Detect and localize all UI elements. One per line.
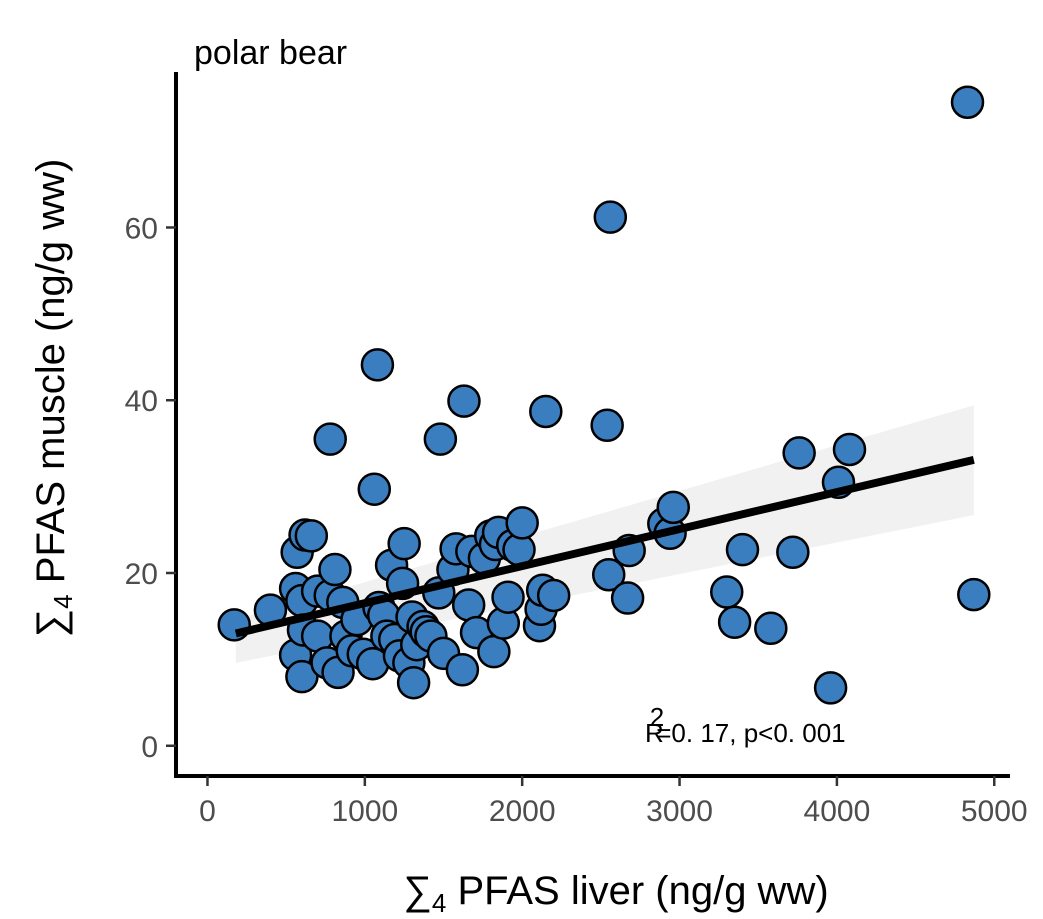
data-point	[591, 557, 626, 592]
y-axis-title-subscript: 4	[48, 594, 78, 608]
regression-line	[234, 455, 975, 638]
data-point	[505, 506, 539, 540]
y-tick-label: 60	[125, 212, 158, 245]
data-point	[950, 85, 985, 119]
fit-statistics-annotation: R2 =0. 17, p<0. 001	[645, 702, 846, 748]
plot-panel	[217, 85, 991, 705]
y-axis-title: ∑4 PFAS muscle (ng/g ww)	[29, 159, 78, 638]
y-tick-label: 20	[125, 558, 158, 591]
chart-title: polar bear	[194, 34, 347, 72]
x-tick-label: 5000	[961, 795, 1028, 828]
r-squared-symbol: R	[645, 718, 664, 748]
data-point	[725, 532, 760, 567]
data-point	[717, 605, 752, 639]
data-point	[318, 552, 352, 587]
data-point	[776, 535, 810, 570]
x-axis-title-subscript: 4	[432, 888, 446, 918]
x-tick-label: 0	[199, 795, 216, 828]
data-point	[217, 608, 251, 642]
data-point	[529, 394, 563, 429]
data-point	[423, 422, 458, 456]
x-tick-label: 4000	[804, 795, 871, 828]
data-point	[445, 653, 480, 687]
data-point	[710, 575, 744, 609]
data-point	[593, 200, 628, 234]
data-point	[285, 659, 319, 694]
data-point	[447, 384, 481, 418]
x-axis-title: ∑4 PFAS liver (ng/g ww)	[403, 869, 828, 918]
y-axis-title-symbol: ∑	[29, 609, 73, 638]
data-point	[832, 432, 867, 467]
x-tick-label: 1000	[331, 795, 398, 828]
data-point	[294, 519, 329, 553]
x-axis-title-symbol: ∑	[403, 869, 432, 913]
data-point	[396, 665, 431, 700]
data-point	[477, 634, 511, 669]
r-squared-superscript: 2	[650, 702, 664, 732]
data-point	[610, 581, 645, 615]
data-point	[813, 671, 848, 705]
x-tick-label: 3000	[646, 795, 713, 828]
x-axis-title-text: PFAS liver (ng/g ww)	[446, 869, 828, 913]
data-point	[313, 422, 347, 456]
fit-statistics-text: =0. 17, p<0. 001	[656, 718, 845, 748]
x-axis-ticks: 0 1000 2000 3000 4000 5000	[199, 776, 1028, 828]
data-point	[782, 436, 816, 470]
data-point	[491, 580, 525, 614]
data-point	[357, 472, 392, 506]
data-point	[957, 577, 991, 612]
y-tick-label: 0	[141, 731, 158, 764]
data-point	[387, 526, 421, 561]
data-point	[451, 588, 486, 622]
data-point	[754, 611, 788, 646]
x-tick-label: 2000	[489, 795, 556, 828]
data-point	[536, 578, 571, 613]
y-axis-ticks: 0 20 40 60	[125, 212, 176, 764]
y-tick-label: 40	[125, 385, 158, 418]
data-point	[590, 408, 624, 443]
data-point	[656, 490, 691, 525]
data-point	[360, 348, 395, 382]
confidence-band	[235, 405, 974, 663]
y-axis-title-text: PFAS muscle (ng/g ww)	[29, 159, 73, 595]
